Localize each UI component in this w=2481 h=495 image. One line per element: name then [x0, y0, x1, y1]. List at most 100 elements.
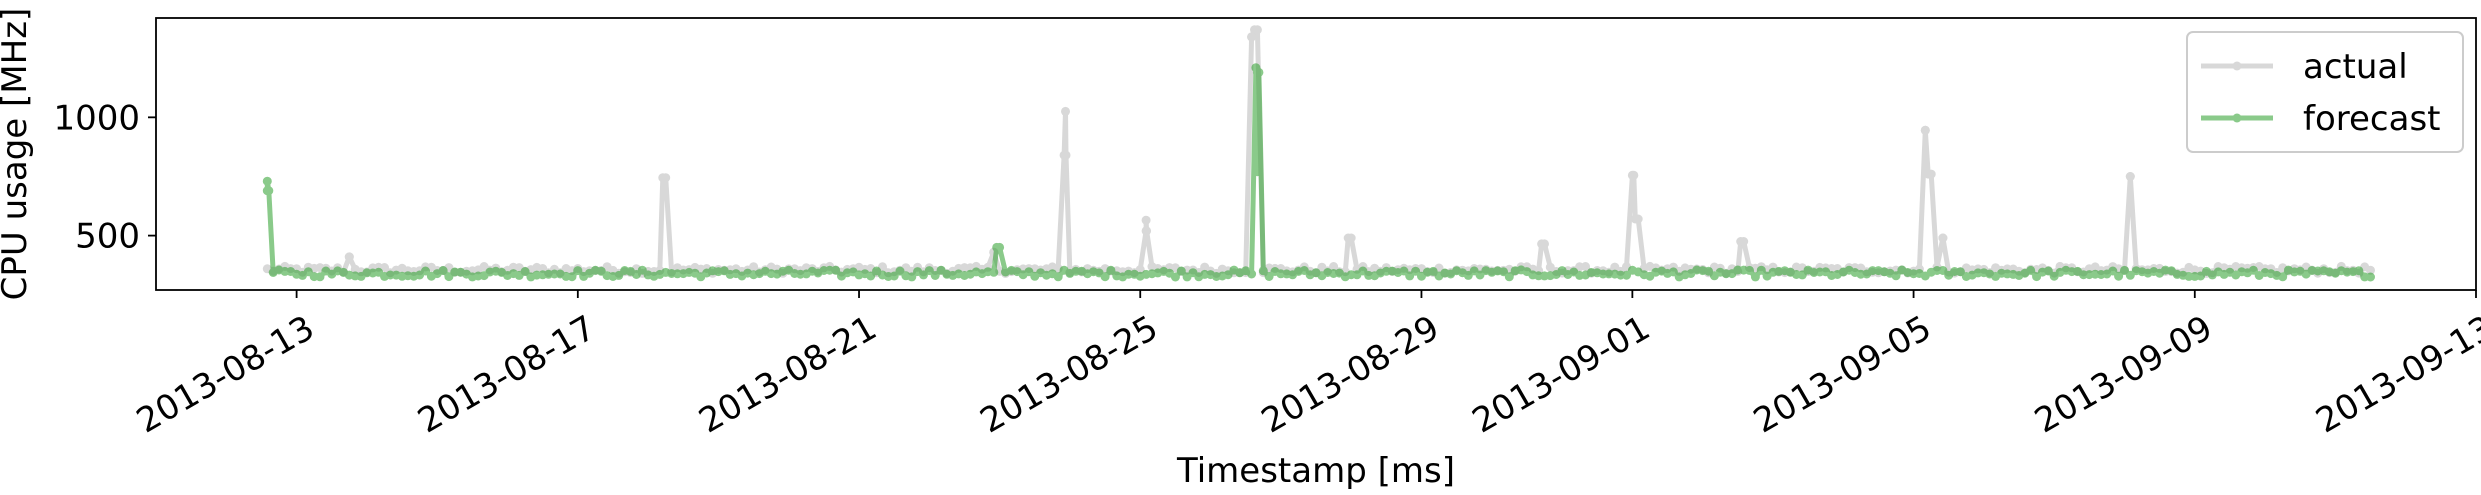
- legend-handle-forecast: [2201, 113, 2273, 123]
- legend-frame: [2186, 31, 2464, 153]
- data-point-forecast: [421, 266, 430, 276]
- data-point-actual: [1991, 263, 2001, 273]
- data-point-actual: [1545, 262, 1555, 272]
- data-point-actual: [1791, 262, 1801, 272]
- data-point-actual: [1938, 233, 1948, 243]
- data-point-actual: [350, 264, 360, 274]
- data-point-actual: [1920, 125, 1930, 135]
- plot-area: [262, 25, 2375, 282]
- data-point-forecast: [2026, 265, 2036, 275]
- data-point-actual: [508, 262, 518, 272]
- data-point-forecast: [1745, 265, 1754, 275]
- y-axis: 500 1000: [53, 98, 156, 257]
- data-point-actual: [2125, 172, 2135, 181]
- data-point-actual: [1680, 263, 1690, 273]
- legend-marker-actual: [2232, 61, 2242, 71]
- data-point-actual: [1147, 262, 1157, 272]
- data-point-actual: [2090, 262, 2100, 272]
- data-point-forecast: [1264, 272, 1274, 281]
- data-point-actual: [1061, 106, 1070, 116]
- x-tick-label: 2013-09-01: [1466, 308, 1657, 441]
- y-tick-label: 500: [75, 217, 140, 257]
- legend-handle-actual: [2201, 61, 2273, 71]
- data-point-actual: [1141, 215, 1151, 225]
- data-point-forecast: [2354, 266, 2364, 276]
- data-point-actual: [960, 263, 969, 273]
- data-point-actual: [1736, 237, 1746, 246]
- data-point-actual: [344, 252, 354, 262]
- data-point-actual: [1575, 262, 1585, 272]
- data-point-actual: [1047, 262, 1057, 272]
- legend-marker-forecast: [2232, 113, 2242, 123]
- data-point-forecast: [1053, 272, 1063, 282]
- series-line-forecast: [264, 65, 2371, 280]
- data-point-forecast: [264, 186, 274, 196]
- x-tick-label: 2013-09-09: [2028, 308, 2219, 441]
- data-point-actual: [1610, 262, 1620, 272]
- data-point-actual: [1250, 25, 1259, 35]
- data-point-actual: [1629, 170, 1639, 180]
- data-point-forecast: [438, 266, 448, 275]
- data-point-actual: [1739, 237, 1749, 246]
- data-point-actual: [1061, 150, 1071, 160]
- x-tick-label: 2013-08-29: [1255, 308, 1446, 441]
- data-point-forecast: [567, 272, 577, 282]
- data-point-forecast: [831, 265, 841, 275]
- x-tick-label: 2013-08-21: [692, 308, 883, 441]
- data-point-forecast: [520, 267, 530, 276]
- data-point-forecast: [930, 271, 940, 280]
- data-point-actual: [1200, 262, 1210, 272]
- data-point-forecast: [1756, 265, 1766, 275]
- data-point-forecast: [315, 272, 325, 282]
- x-axis-label: Timestamp [ms]: [1176, 451, 1455, 490]
- y-axis-label: CPU usage [MHz]: [0, 8, 35, 301]
- data-point-forecast: [1106, 265, 1116, 275]
- series-line-actual: [266, 27, 2372, 276]
- data-point-forecast: [2248, 265, 2258, 275]
- data-point-actual: [2366, 265, 2375, 275]
- plot-frame: [155, 17, 2477, 291]
- legend-label-forecast: forecast: [2303, 99, 2441, 139]
- data-point-actual: [532, 262, 542, 272]
- data-point-forecast: [924, 266, 934, 276]
- data-point-forecast: [995, 242, 1005, 252]
- data-point-actual: [344, 252, 354, 262]
- x-tick-label: 2013-09-13: [2309, 308, 2481, 441]
- data-point-forecast: [1100, 272, 1110, 282]
- data-point-actual: [1920, 125, 1930, 135]
- data-point-actual: [1923, 169, 1933, 179]
- data-point-forecast: [1252, 167, 1262, 177]
- data-point-actual: [1252, 25, 1262, 35]
- data-point-forecast: [1504, 272, 1514, 282]
- data-point-forecast: [1254, 67, 1264, 77]
- data-point-actual: [1540, 239, 1549, 249]
- data-point-actual: [1142, 226, 1152, 236]
- x-tick-label: 2013-08-17: [411, 308, 602, 441]
- data-point-actual: [1329, 262, 1339, 271]
- data-point-actual: [1247, 32, 1257, 42]
- x-tick-label: 2013-08-13: [130, 308, 321, 441]
- x-axis: 2013-08-13 2013-08-17 2013-08-21 2013-08-25…: [130, 290, 2481, 441]
- x-tick-label: 2013-08-25: [974, 308, 1165, 441]
- data-point-actual: [658, 173, 668, 183]
- data-point-actual: [661, 173, 671, 183]
- data-point-forecast: [1247, 269, 1257, 279]
- data-point-forecast: [1176, 266, 1186, 276]
- data-point-actual: [1581, 262, 1590, 271]
- data-point-forecast: [2366, 272, 2375, 282]
- data-point-forecast: [2278, 272, 2288, 282]
- data-point-forecast: [1622, 270, 1631, 280]
- data-point-actual: [1633, 214, 1643, 224]
- data-point-actual: [749, 262, 759, 272]
- data-point-forecast: [1170, 272, 1180, 282]
- y-tick-label: 1000: [53, 98, 140, 138]
- data-point-actual: [561, 264, 571, 273]
- data-point-forecast: [907, 272, 917, 282]
- data-point-forecast: [989, 267, 999, 277]
- data-point-forecast: [866, 271, 876, 281]
- data-point-actual: [1317, 262, 1327, 272]
- data-point-actual: [397, 263, 407, 273]
- data-point-forecast: [1499, 267, 1508, 277]
